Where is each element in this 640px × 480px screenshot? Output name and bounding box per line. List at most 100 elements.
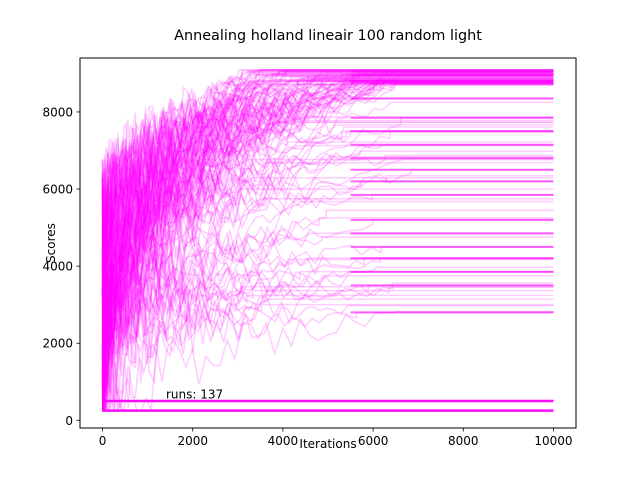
run-series-line <box>101 154 554 308</box>
run-series-line <box>101 72 554 354</box>
run-series-line <box>101 150 554 281</box>
run-series-line <box>101 78 554 373</box>
run-series-line <box>101 79 554 235</box>
run-series-line <box>101 80 554 376</box>
run-series-line <box>101 71 554 411</box>
run-series-line <box>101 172 554 274</box>
run-series-line <box>101 101 554 301</box>
run-series-line <box>101 198 554 411</box>
run-series-line <box>101 144 554 304</box>
run-series-line <box>101 116 554 282</box>
run-series-line <box>101 82 554 284</box>
run-series-line <box>101 294 554 412</box>
run-series-line <box>101 253 554 359</box>
run-series-line <box>101 76 554 412</box>
run-series-line <box>101 116 554 411</box>
chart-title: Annealing holland lineair 100 random lig… <box>174 28 482 44</box>
run-series-line <box>101 258 554 383</box>
run-series-line <box>101 70 554 408</box>
run-series-line <box>101 82 554 253</box>
run-series-line <box>101 71 554 288</box>
run-series-line <box>101 82 554 358</box>
run-series-line <box>101 74 554 258</box>
run-series-line <box>101 130 554 322</box>
run-series-line <box>101 97 554 386</box>
run-series-line <box>101 176 554 328</box>
run-series-line <box>101 177 554 292</box>
run-series-line <box>101 226 554 342</box>
run-series-line <box>101 157 554 394</box>
run-series-line <box>101 71 554 269</box>
run-series-line <box>101 219 554 355</box>
x-tick-label: 0 <box>99 434 107 448</box>
run-series-line <box>101 84 554 326</box>
run-series-line <box>101 83 554 223</box>
run-series-line <box>101 71 554 310</box>
run-series-line <box>101 75 554 234</box>
run-series-line <box>101 83 554 405</box>
run-series-line <box>101 80 554 411</box>
y-tick-label: 4000 <box>42 260 73 274</box>
run-series-line <box>101 80 554 411</box>
run-series-line <box>101 121 554 347</box>
run-series-line <box>101 70 554 407</box>
run-series-line <box>101 79 554 413</box>
x-tick-label: 6000 <box>358 434 389 448</box>
run-series-line <box>101 141 554 242</box>
run-series-line <box>101 244 554 411</box>
run-series-line <box>101 69 554 278</box>
run-series-line <box>101 75 554 263</box>
run-series-line <box>101 184 554 316</box>
run-series-line <box>101 70 554 360</box>
run-series-line <box>101 78 554 285</box>
run-series-line <box>101 68 554 232</box>
run-series-line <box>101 180 554 412</box>
run-series-line <box>101 77 554 399</box>
run-series-line <box>101 81 554 334</box>
run-series-line <box>101 83 554 403</box>
run-series-line <box>101 217 554 368</box>
run-series-line <box>101 84 554 251</box>
run-series-line <box>101 82 554 411</box>
run-series-line <box>101 257 554 411</box>
run-series-line <box>101 178 554 294</box>
run-series-line <box>101 81 554 307</box>
run-series-line <box>101 188 554 411</box>
run-series-line <box>101 119 554 349</box>
run-series-line <box>101 75 554 325</box>
y-tick-label: 8000 <box>42 105 73 119</box>
run-series-line <box>101 69 554 268</box>
run-series-line <box>101 80 554 307</box>
series-layer <box>101 68 554 413</box>
run-series-line <box>101 71 554 411</box>
run-series-line <box>101 69 554 394</box>
run-series-line <box>101 80 554 317</box>
run-series-line <box>101 209 554 411</box>
run-series-line <box>101 162 554 348</box>
run-series-line <box>101 74 554 403</box>
run-series-line <box>101 158 554 257</box>
run-series-line <box>101 75 554 353</box>
run-series-line <box>101 70 554 263</box>
run-series-line <box>101 69 554 263</box>
x-tick-label: 2000 <box>177 434 208 448</box>
y-axis-label: Scores <box>44 223 58 263</box>
y-tick-label: 6000 <box>42 183 73 197</box>
runs-annotation: runs: 137 <box>166 388 223 402</box>
run-series-line <box>101 70 554 412</box>
run-series-line <box>101 77 554 394</box>
run-series-line <box>101 81 554 411</box>
run-series-line <box>101 130 554 411</box>
run-series-line <box>101 74 554 240</box>
run-series-line <box>101 130 554 384</box>
run-series-line <box>101 69 554 231</box>
run-series-line <box>101 124 554 379</box>
run-series-line <box>101 78 554 371</box>
run-series-line <box>101 74 554 292</box>
run-series-line <box>101 73 554 349</box>
run-series-line <box>101 282 554 411</box>
run-series-line <box>101 179 554 312</box>
run-series-line <box>101 72 554 394</box>
y-axis: 0 2000 4000 6000 8000 <box>42 105 80 428</box>
